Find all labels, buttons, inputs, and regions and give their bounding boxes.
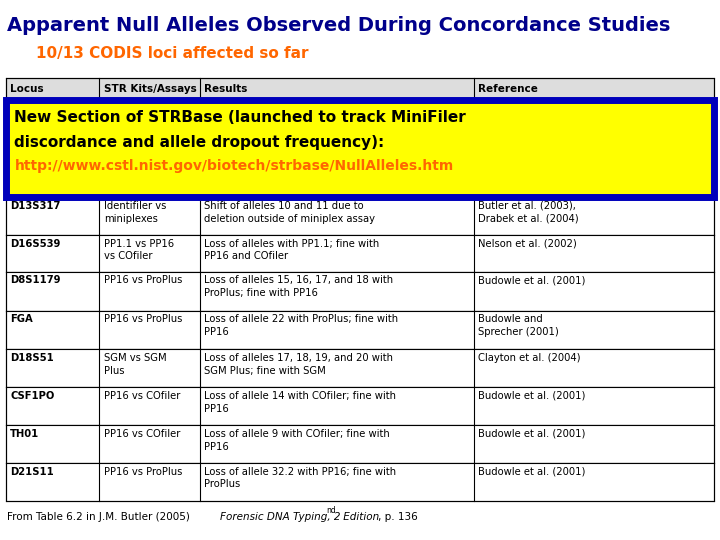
Text: Locus: Locus — [10, 84, 44, 94]
Text: nd: nd — [326, 506, 336, 515]
Text: New Section of STRBase (launched to track MiniFiler: New Section of STRBase (launched to trac… — [14, 110, 466, 125]
Bar — [6, 425, 714, 463]
Text: Results: Results — [204, 84, 248, 94]
Text: From Table 6.2 in J.M. Butler (2005): From Table 6.2 in J.M. Butler (2005) — [7, 511, 194, 522]
Text: Budowle et al. (2001): Budowle et al. (2001) — [478, 275, 585, 286]
Text: Budowle et al. (2001): Budowle et al. (2001) — [478, 467, 585, 477]
Text: D21S11: D21S11 — [10, 467, 54, 477]
Text: PP16 vs COfiler: PP16 vs COfiler — [104, 391, 180, 401]
Text: STR Kits/Assays: STR Kits/Assays — [104, 84, 197, 94]
Bar — [6, 387, 714, 425]
Bar — [6, 272, 714, 310]
Text: CSF1PO: CSF1PO — [10, 391, 55, 401]
Text: PP16 vs ProPlus: PP16 vs ProPlus — [104, 314, 182, 325]
Text: Loss of alleles with PP1.1; fine with
PP16 and COfiler: Loss of alleles with PP1.1; fine with PP… — [204, 239, 379, 261]
Text: PP16 vs ProPlus: PP16 vs ProPlus — [104, 467, 182, 477]
Bar — [6, 100, 714, 197]
Text: Loss of allele 9 with COfiler; fine with
PP16: Loss of allele 9 with COfiler; fine with… — [204, 429, 390, 451]
Bar — [6, 78, 714, 100]
Bar — [6, 349, 714, 387]
Text: D18S51: D18S51 — [10, 353, 54, 363]
Text: Budowle et al. (2001): Budowle et al. (2001) — [478, 429, 585, 439]
Text: Edition: Edition — [340, 511, 379, 522]
Text: Apparent Null Alleles Observed During Concordance Studies: Apparent Null Alleles Observed During Co… — [7, 16, 670, 35]
Text: Nelson et al. (2002): Nelson et al. (2002) — [478, 239, 577, 249]
Bar — [6, 197, 714, 235]
Text: Loss of allele 22 with ProPlus; fine with
PP16: Loss of allele 22 with ProPlus; fine wit… — [204, 314, 399, 337]
Text: Forensic DNA Typing, 2: Forensic DNA Typing, 2 — [220, 511, 340, 522]
Text: PP1.1 vs PP16
vs COfiler: PP1.1 vs PP16 vs COfiler — [104, 239, 174, 261]
Text: , p. 136: , p. 136 — [378, 511, 418, 522]
Text: Loss of alleles 17, 18, 19, and 20 with
SGM Plus; fine with SGM: Loss of alleles 17, 18, 19, and 20 with … — [204, 353, 394, 376]
Text: FGA: FGA — [10, 314, 33, 325]
Text: discordance and allele dropout frequency):: discordance and allele dropout frequency… — [14, 135, 384, 150]
Text: PP16 vs COfiler: PP16 vs COfiler — [104, 429, 180, 439]
Bar — [6, 235, 714, 272]
Text: Clayton et al. (2004): Clayton et al. (2004) — [478, 353, 580, 363]
Text: Budowle and
Sprecher (2001): Budowle and Sprecher (2001) — [478, 314, 559, 337]
Text: SGM vs SGM
Plus: SGM vs SGM Plus — [104, 353, 166, 376]
Text: Loss of allele 32.2 with PP16; fine with
ProPlus: Loss of allele 32.2 with PP16; fine with… — [204, 467, 397, 489]
Text: Budowle et al. (2001): Budowle et al. (2001) — [478, 391, 585, 401]
Text: http://www.cstl.nist.gov/biotech/strbase/NullAlleles.htm: http://www.cstl.nist.gov/biotech/strbase… — [14, 159, 454, 173]
Text: TH01: TH01 — [10, 429, 40, 439]
Text: D8S1179: D8S1179 — [10, 275, 60, 286]
Text: D16S539: D16S539 — [10, 239, 60, 249]
Text: D13S317: D13S317 — [10, 201, 60, 211]
Bar — [6, 463, 714, 501]
Text: Loss of alleles 15, 16, 17, and 18 with
ProPlus; fine with PP16: Loss of alleles 15, 16, 17, and 18 with … — [204, 275, 394, 298]
Text: Shift of alleles 10 and 11 due to
deletion outside of miniplex assay: Shift of alleles 10 and 11 due to deleti… — [204, 201, 376, 224]
Text: Reference: Reference — [478, 84, 538, 94]
Text: Identifiler vs
miniplexes: Identifiler vs miniplexes — [104, 201, 166, 224]
Text: Butler et al. (2003),
Drabek et al. (2004): Butler et al. (2003), Drabek et al. (200… — [478, 201, 579, 224]
Text: Loss of allele 14 with COfiler; fine with
PP16: Loss of allele 14 with COfiler; fine wit… — [204, 391, 397, 414]
Text: PP16 vs ProPlus: PP16 vs ProPlus — [104, 275, 182, 286]
Text: 10/13 CODIS loci affected so far: 10/13 CODIS loci affected so far — [36, 46, 308, 61]
Bar — [6, 310, 714, 349]
